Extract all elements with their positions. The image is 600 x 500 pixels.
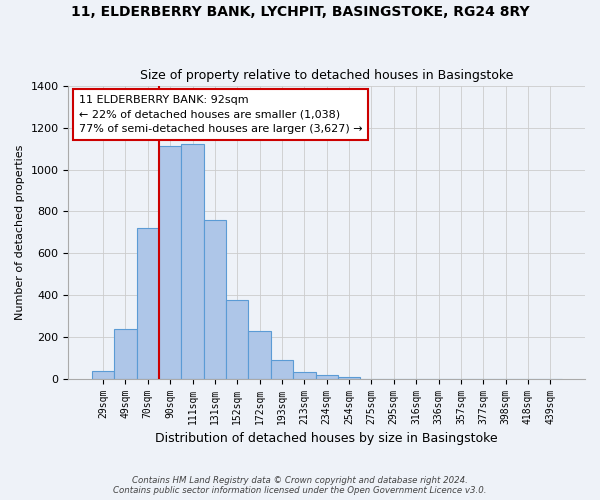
Text: Contains HM Land Registry data © Crown copyright and database right 2024.
Contai: Contains HM Land Registry data © Crown c… [113,476,487,495]
X-axis label: Distribution of detached houses by size in Basingstoke: Distribution of detached houses by size … [155,432,498,445]
Bar [226,300,248,378]
Text: 11 ELDERBERRY BANK: 92sqm
← 22% of detached houses are smaller (1,038)
77% of se: 11 ELDERBERRY BANK: 92sqm ← 22% of detac… [79,94,362,134]
Bar [248,330,271,378]
Bar [338,376,360,378]
Bar [271,360,293,378]
Y-axis label: Number of detached properties: Number of detached properties [15,144,25,320]
Bar [92,372,114,378]
Bar [159,146,181,378]
Bar [137,228,159,378]
Bar [181,144,204,378]
Title: Size of property relative to detached houses in Basingstoke: Size of property relative to detached ho… [140,69,514,82]
Text: 11, ELDERBERRY BANK, LYCHPIT, BASINGSTOKE, RG24 8RY: 11, ELDERBERRY BANK, LYCHPIT, BASINGSTOK… [71,5,529,19]
Bar [204,220,226,378]
Bar [316,374,338,378]
Bar [114,328,137,378]
Bar [293,372,316,378]
